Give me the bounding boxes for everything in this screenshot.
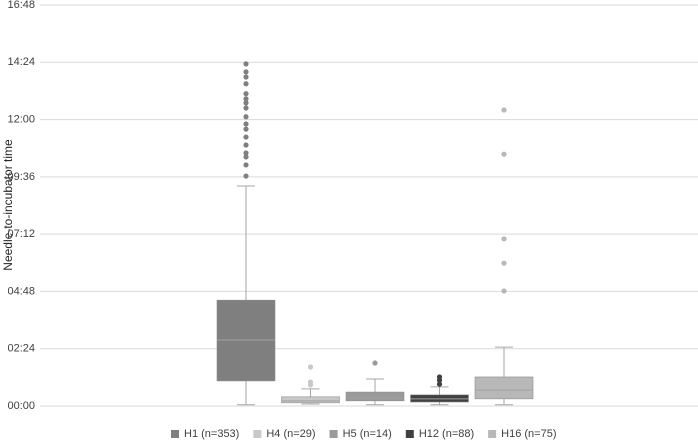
y-tick-label: 04:48 xyxy=(7,285,35,297)
outlier xyxy=(243,173,249,179)
outlier xyxy=(243,162,249,168)
legend-label: H12 (n=88) xyxy=(419,428,474,440)
outlier xyxy=(243,150,249,156)
legend-swatch xyxy=(329,430,338,438)
outlier xyxy=(243,61,249,67)
y-tick-label: 16:48 xyxy=(7,0,35,11)
box xyxy=(345,391,405,402)
legend-label: H5 (n=14) xyxy=(343,428,392,440)
outlier xyxy=(501,151,507,157)
outlier xyxy=(243,114,249,120)
y-tick-label: 12:00 xyxy=(7,113,35,125)
outlier xyxy=(243,81,249,87)
outlier xyxy=(243,74,249,80)
y-axis-title: Needle-to-incubator time xyxy=(1,139,15,271)
outlier xyxy=(243,69,249,75)
outlier xyxy=(243,96,249,102)
legend-swatch xyxy=(253,430,262,438)
y-tick-label: 14:24 xyxy=(7,56,35,68)
outlier xyxy=(307,364,314,370)
box xyxy=(474,376,534,400)
outlier xyxy=(501,288,507,294)
legend-swatch xyxy=(488,430,497,438)
outlier xyxy=(501,260,507,266)
outlier xyxy=(243,100,249,106)
outlier xyxy=(501,236,507,242)
legend-swatch xyxy=(171,430,179,438)
y-tick-label: 00:00 xyxy=(7,400,35,412)
outlier xyxy=(436,381,443,387)
outlier xyxy=(243,142,249,148)
legend-label: H4 (n=29) xyxy=(266,428,315,440)
outlier xyxy=(436,374,443,380)
outlier xyxy=(243,105,249,111)
y-tick-label: 09:36 xyxy=(7,171,35,183)
box xyxy=(281,396,340,404)
outlier xyxy=(243,121,249,127)
outlier xyxy=(243,126,249,132)
box xyxy=(216,299,276,382)
legend-label: H16 (n=75) xyxy=(501,428,556,440)
legend-swatch xyxy=(405,430,414,438)
outlier xyxy=(372,360,378,366)
outlier xyxy=(243,91,249,97)
outlier xyxy=(243,134,249,140)
legend-label: H1 (n=353) xyxy=(184,428,239,440)
y-tick-label: 02:24 xyxy=(7,343,35,355)
outlier xyxy=(243,154,249,160)
outlier xyxy=(501,107,507,113)
outlier xyxy=(307,379,314,385)
y-tick-label: 07:12 xyxy=(7,228,35,240)
